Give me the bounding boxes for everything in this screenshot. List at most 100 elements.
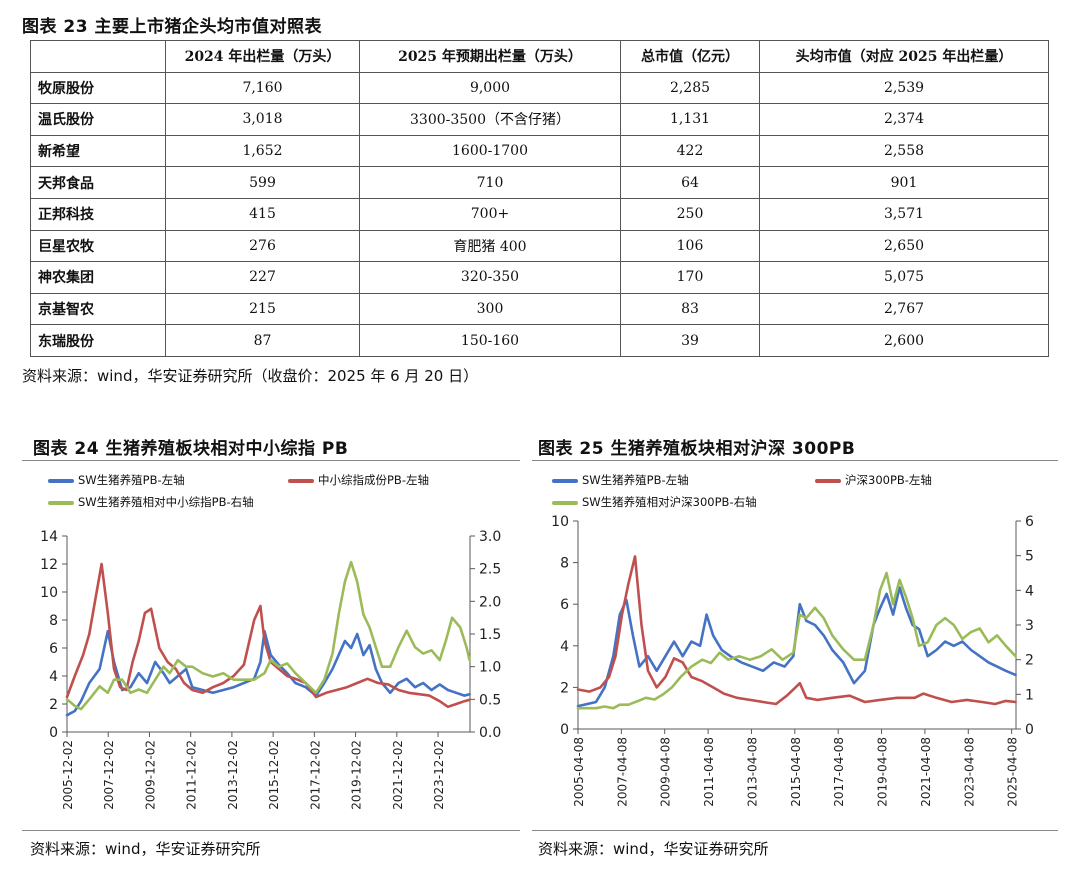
right-tick-label: 4 bbox=[1025, 583, 1034, 599]
table-cell: 710 bbox=[359, 166, 621, 199]
x-tick-label: 2009-04-08 bbox=[659, 737, 673, 807]
pig-company-market-value-table: 2024 年出栏量（万头） 2025 年预期出栏量（万头） 总市值（亿元） 头均… bbox=[30, 40, 1049, 357]
company-name-cell: 温氏股份 bbox=[30, 103, 166, 136]
legend-label: SW生猪养殖PB-左轴 bbox=[582, 473, 689, 487]
legend-label: 中小综指成份PB-左轴 bbox=[318, 473, 429, 487]
table-row: 牧原股份 7,160 9,000 2,285 2,539 bbox=[30, 71, 1049, 105]
chart24-source: 资料来源：wind，华安证券研究所 bbox=[30, 840, 261, 858]
table-cell: 9,000 bbox=[359, 71, 621, 105]
x-tick-label: 2011-04-08 bbox=[702, 737, 716, 807]
left-tick-label: 0 bbox=[49, 725, 58, 741]
right-tick-label: 2.0 bbox=[479, 594, 501, 610]
company-name-cell: 神农集团 bbox=[30, 261, 166, 294]
legend-label: 沪深300PB-左轴 bbox=[845, 473, 932, 487]
table-cell: 250 bbox=[620, 197, 760, 231]
table-cell: 1,652 bbox=[165, 134, 360, 168]
table-cell: 415 bbox=[165, 197, 360, 231]
right-tick-label: 2 bbox=[1025, 653, 1034, 669]
right-tick-label: 0.5 bbox=[479, 692, 501, 708]
table-source-note: 资料来源：wind，华安证券研究所（收盘价：2025 年 6 月 20 日） bbox=[22, 367, 479, 385]
company-name-cell: 巨星农牧 bbox=[30, 229, 166, 263]
table-cell: 227 bbox=[165, 261, 360, 294]
table-cell: 1,131 bbox=[620, 103, 760, 136]
x-tick-label: 2013-12-02 bbox=[226, 740, 240, 810]
table-cell: 2,558 bbox=[759, 134, 1049, 168]
table-cell: 106 bbox=[620, 229, 760, 263]
table-cell: 300 bbox=[359, 292, 621, 326]
left-tick-label: 8 bbox=[560, 556, 569, 572]
table-header-row: 2024 年出栏量（万头） 2025 年预期出栏量（万头） 总市值（亿元） 头均… bbox=[30, 40, 1049, 73]
left-tick-label: 14 bbox=[40, 529, 58, 545]
series-line-1 bbox=[576, 555, 1017, 706]
chart25-top-rule bbox=[532, 460, 1058, 461]
table-cell: 170 bbox=[620, 261, 760, 294]
chart24-title: 图表 24 生猪养殖板块相对中小综指 PB bbox=[33, 439, 349, 459]
right-tick-label: 0.0 bbox=[479, 725, 501, 741]
header-cell: 2025 年预期出栏量（万头） bbox=[359, 40, 621, 73]
legend-swatch bbox=[48, 500, 74, 505]
table-row: 新希望 1,652 1600-1700 422 2,558 bbox=[30, 134, 1049, 168]
chart24-top-rule bbox=[22, 460, 520, 461]
table-cell: 150-160 bbox=[359, 324, 621, 357]
x-tick-label: 2023-12-02 bbox=[432, 740, 446, 810]
series-line-2 bbox=[576, 571, 1017, 710]
table-cell: 2,650 bbox=[759, 229, 1049, 263]
company-name-cell: 新希望 bbox=[30, 134, 166, 168]
right-tick-label: 0 bbox=[1025, 722, 1034, 738]
x-tick-label: 2019-12-02 bbox=[350, 740, 364, 810]
table-cell: 700+ bbox=[359, 197, 621, 231]
table-row: 巨星农牧 276 育肥猪 400 106 2,650 bbox=[30, 229, 1049, 263]
table-cell: 2,767 bbox=[759, 292, 1049, 326]
table-cell: 育肥猪 400 bbox=[359, 229, 621, 263]
x-tick-label: 2015-04-08 bbox=[789, 737, 803, 807]
x-tick-label: 2017-04-08 bbox=[832, 737, 846, 807]
legend-swatch bbox=[552, 478, 578, 483]
table-cell: 599 bbox=[165, 166, 360, 199]
table-cell: 2,539 bbox=[759, 71, 1049, 105]
table-row: 东瑞股份 87 150-160 39 2,600 bbox=[30, 324, 1049, 357]
header-cell: 总市值（亿元） bbox=[620, 40, 760, 73]
x-tick-label: 2021-04-08 bbox=[919, 737, 933, 807]
chart24-legend-item: 中小综指成份PB-左轴 bbox=[288, 472, 429, 488]
table-cell: 64 bbox=[620, 166, 760, 199]
header-cell bbox=[30, 40, 166, 73]
chart25-plot: 0 2 4 6 8 10 0 1 2 3 4 5 6 2005-04-08 2007-04-08 2009-0… bbox=[551, 514, 1034, 807]
x-tick-label: 2013-04-08 bbox=[745, 737, 759, 807]
left-tick-label: 4 bbox=[560, 639, 569, 655]
left-tick-label: 8 bbox=[49, 613, 58, 629]
chart24-bottom-rule bbox=[22, 830, 520, 831]
x-tick-label: 2011-12-02 bbox=[185, 740, 199, 810]
legend-label: SW生猪养殖PB-左轴 bbox=[78, 473, 185, 487]
left-tick-label: 0 bbox=[560, 722, 569, 738]
left-tick-label: 12 bbox=[40, 557, 58, 573]
legend-label: SW生猪养殖相对沪深300PB-右轴 bbox=[582, 495, 757, 509]
table-cell: 276 bbox=[165, 229, 360, 263]
right-tick-label: 1.0 bbox=[479, 660, 501, 676]
company-name-cell: 牧原股份 bbox=[30, 71, 166, 105]
right-tick-label: 6 bbox=[1025, 514, 1034, 530]
table-cell: 39 bbox=[620, 324, 760, 357]
table-cell: 2,374 bbox=[759, 103, 1049, 136]
left-tick-label: 4 bbox=[49, 669, 58, 685]
x-tick-label: 2017-12-02 bbox=[308, 740, 322, 810]
table-cell: 901 bbox=[759, 166, 1049, 199]
x-tick-label: 2007-12-02 bbox=[102, 740, 116, 810]
x-tick-label: 2015-12-02 bbox=[267, 740, 281, 810]
table-cell: 215 bbox=[165, 292, 360, 326]
company-name-cell: 正邦科技 bbox=[30, 197, 166, 231]
table-row: 神农集团 227 320-350 170 5,075 bbox=[30, 261, 1049, 294]
table-cell: 1600-1700 bbox=[359, 134, 621, 168]
company-name-cell: 东瑞股份 bbox=[30, 324, 166, 357]
header-cell: 2024 年出栏量（万头） bbox=[165, 40, 360, 73]
x-tick-label: 2023-04-08 bbox=[962, 737, 976, 807]
table-cell: 83 bbox=[620, 292, 760, 326]
company-name-cell: 天邦食品 bbox=[30, 166, 166, 199]
left-tick-label: 6 bbox=[560, 597, 569, 613]
series-line-1 bbox=[65, 562, 471, 709]
table-cell: 3300-3500（不含仔猪） bbox=[359, 103, 621, 136]
series-line-2 bbox=[65, 560, 471, 711]
chart25-source: 资料来源：wind，华安证券研究所 bbox=[538, 840, 769, 858]
legend-swatch bbox=[48, 478, 74, 483]
header-cell: 头均市值（对应 2025 年出栏量） bbox=[759, 40, 1049, 73]
right-tick-label: 1.5 bbox=[479, 627, 501, 643]
